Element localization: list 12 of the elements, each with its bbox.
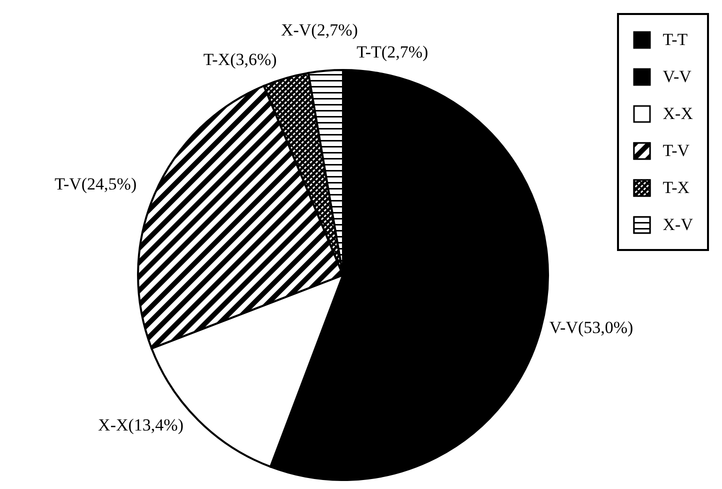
category-label: X-X(13,4%) — [98, 416, 184, 435]
legend-label: T-T — [662, 30, 688, 50]
category-label: V-V(53,0%) — [549, 318, 634, 338]
category-label: X-V(2,7%) — [280, 20, 358, 40]
legend-label: X-X — [662, 104, 693, 124]
category-label: T-X(3,6%) — [203, 50, 277, 70]
legend-label: V-V — [662, 66, 692, 86]
category-label: T-V(24,5%) — [54, 174, 137, 194]
legend-label: T-V — [662, 140, 690, 160]
category-label: T-T(2,7%) — [356, 42, 428, 62]
legend-label: X-V — [662, 214, 693, 234]
legend-label: T-X — [662, 178, 690, 198]
